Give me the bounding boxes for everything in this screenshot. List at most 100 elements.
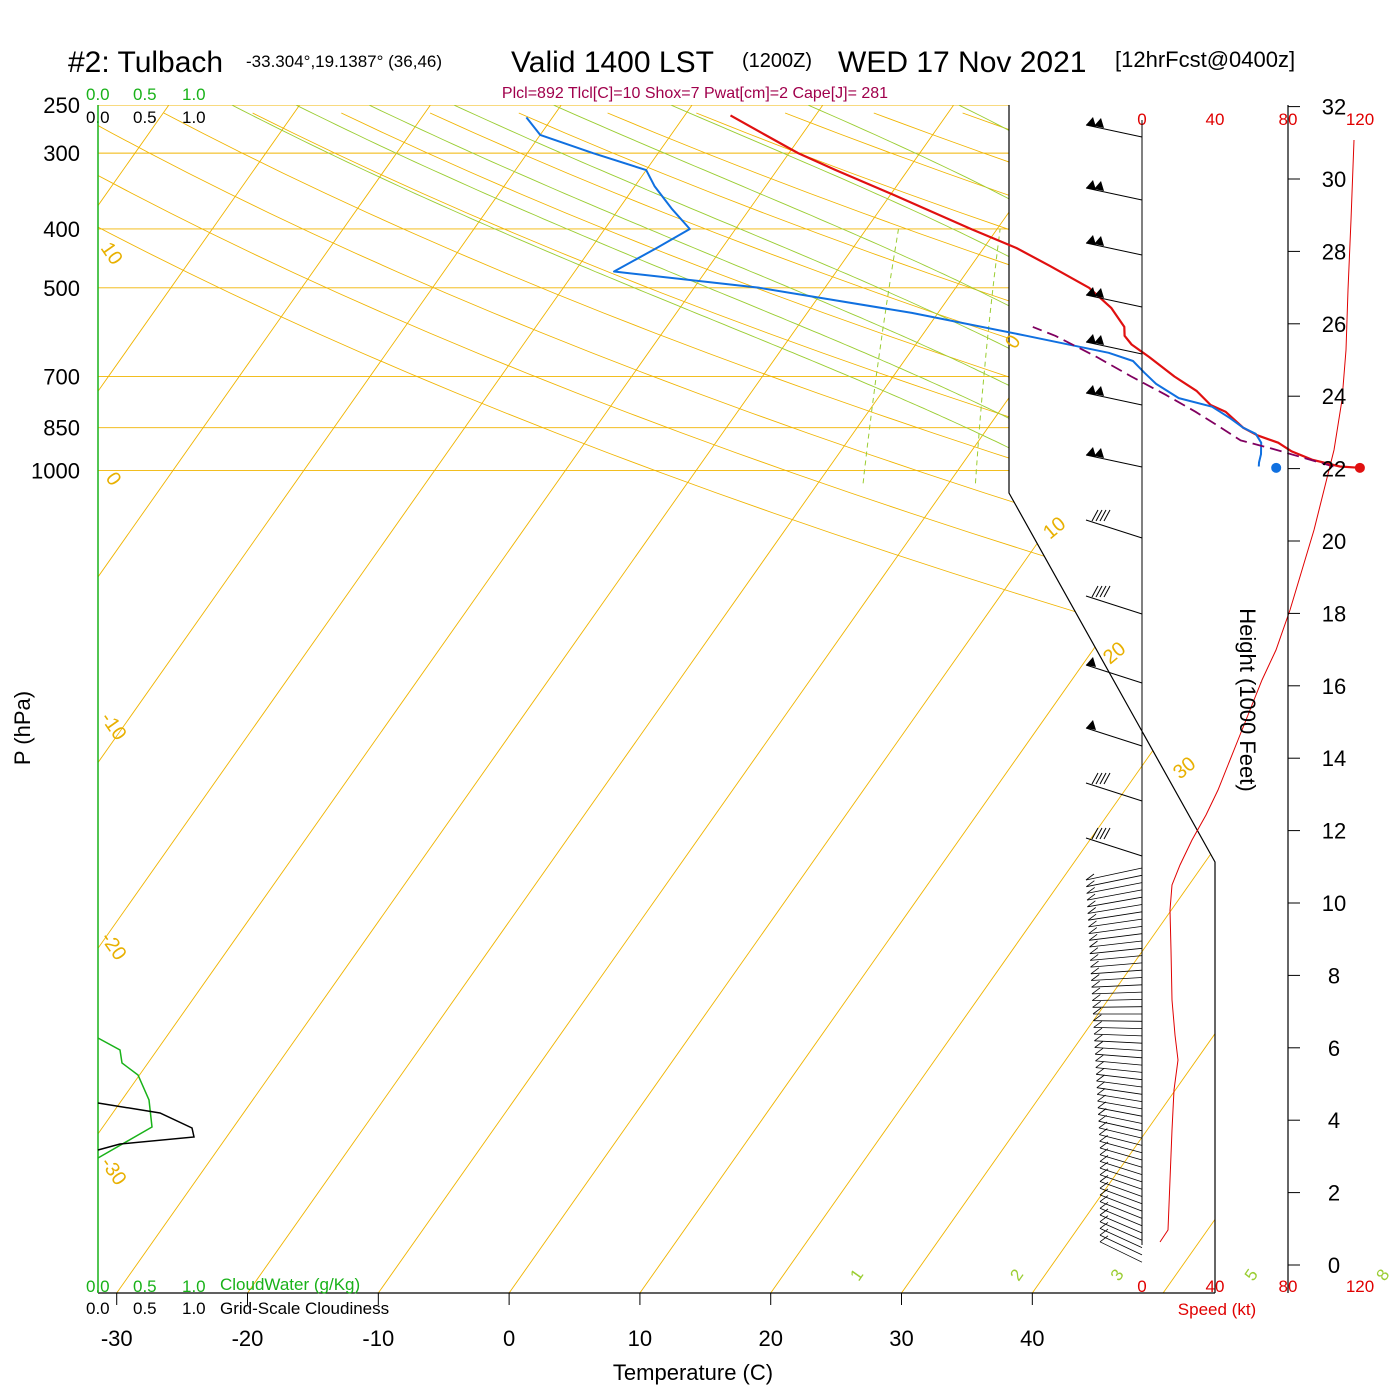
- ws-bot-120: 120: [1346, 1277, 1374, 1296]
- wind-barb-low-1: [1086, 874, 1143, 888]
- isotherm-label-7: 20: [1099, 638, 1130, 669]
- wind-feather-7-3: [1103, 509, 1111, 522]
- wind-barb-low-feather-4: [1087, 900, 1096, 908]
- h-tick-30: 30: [1322, 167, 1346, 192]
- wind-feather-7-2: [1099, 509, 1107, 522]
- station-title: #2: Tulbach: [68, 46, 223, 79]
- wind-barb-low-7: [1088, 918, 1143, 928]
- mixing-ratio-2: [975, 228, 1001, 484]
- t-tick--20: -20: [232, 1326, 264, 1351]
- wind-barb-10: [1085, 727, 1143, 747]
- p-tick-300: 300: [43, 141, 80, 166]
- moist-adiabat-8: [369, 105, 1185, 484]
- wind-barb-low-feather-35: [1098, 1108, 1107, 1115]
- wind-pennant2-5: [1094, 386, 1104, 396]
- h-tick-32: 32: [1322, 95, 1346, 120]
- dry-adiabat-320: [607, 112, 1215, 1293]
- dry-adiabat-310: [518, 112, 1215, 1293]
- wind-barb-low-feather-21: [1093, 1014, 1102, 1022]
- cloudiness-bottom-scale: 0.0 0.5 1.0 Grid-Scale Cloudiness: [86, 1299, 389, 1318]
- isotherm-20: [770, 105, 1215, 1293]
- isotherm--40: [98, 105, 824, 1293]
- h-tick-24: 24: [1322, 384, 1346, 409]
- isotherm-label-0: 10: [96, 238, 127, 269]
- wind-barb-low-feather-1: [1086, 880, 1095, 888]
- wind-barb-low-feather-10: [1089, 940, 1098, 948]
- cloudwater-profile: [97, 1037, 153, 1159]
- cl-top-2: 1.0: [182, 108, 206, 127]
- wind-barb-6: [1085, 454, 1143, 468]
- wind-barb-low-15: [1091, 977, 1143, 981]
- wind-barb-low-48: [1099, 1201, 1143, 1219]
- ws-top-120: 120: [1346, 110, 1374, 129]
- wind-pennant-4: [1086, 334, 1096, 344]
- cw-top-2: 1.0: [182, 85, 206, 104]
- mixing-ratio-label-8: 8: [1372, 1266, 1393, 1285]
- wind-barb-low-13: [1090, 962, 1143, 968]
- wind-pennant-10: [1086, 720, 1096, 730]
- wind-barb-low-33: [1097, 1100, 1143, 1110]
- wind-pennant-0: [1086, 117, 1096, 127]
- wind-feather-12-2: [1099, 827, 1107, 840]
- wind-barb-low-21: [1093, 1020, 1143, 1022]
- wind-barb-low-4: [1087, 896, 1143, 908]
- mixing-ratio-1: [862, 228, 899, 484]
- wind-feather-8-0: [1091, 585, 1099, 598]
- wind-barb-low-feather-43: [1099, 1161, 1109, 1169]
- wind-barb-low-feather-22: [1093, 1021, 1102, 1028]
- wind-barb-low-feather-2: [1086, 887, 1095, 894]
- wind-barb-4: [1085, 341, 1143, 355]
- forecast-hour: [12hrFcst@0400z]: [1115, 47, 1295, 72]
- wind-barb-low-feather-38: [1099, 1128, 1108, 1135]
- wind-barb-low-feather-41: [1099, 1148, 1109, 1156]
- cl-top-1: 0.5: [133, 108, 157, 127]
- wind-barb-low-feather-32: [1096, 1088, 1106, 1095]
- wind-barb-low-feather-3: [1086, 893, 1096, 901]
- wind-feather-8-3: [1103, 585, 1111, 598]
- isotherm--20: [247, 105, 1085, 1293]
- cl-bot-1: 0.5: [133, 1299, 157, 1318]
- isotherm--10: [377, 105, 1215, 1293]
- h-tick-22: 22: [1322, 457, 1346, 482]
- temperature-line: [729, 114, 1360, 469]
- isotherm-label-2: -10: [96, 708, 131, 744]
- isotherm--80: [98, 105, 301, 1293]
- t-tick-20: 20: [758, 1326, 782, 1351]
- cloudiness-profile: [97, 1102, 195, 1151]
- wind-barb-low-feather-18: [1092, 994, 1101, 1001]
- wind-barb-low-feather-47: [1099, 1188, 1109, 1196]
- h-tick-20: 20: [1322, 529, 1346, 554]
- wind-barb-low-45: [1099, 1181, 1143, 1197]
- wind-barb-low-feather-54: [1099, 1235, 1109, 1243]
- wind-barb-low-8: [1088, 926, 1143, 934]
- isotherm-10: [639, 105, 1215, 1293]
- wind-speed-profile: [1159, 139, 1355, 1243]
- plot-frame-right: [1008, 105, 1216, 1293]
- ws-bot-40: 40: [1206, 1277, 1225, 1296]
- wind-barb-7: [1085, 519, 1143, 539]
- isotherm-40: [1031, 105, 1215, 1293]
- h-tick-2: 2: [1328, 1181, 1340, 1206]
- wind-barb-low-31: [1096, 1087, 1143, 1095]
- wind-barb-low-feather-42: [1099, 1155, 1109, 1162]
- h-tick-28: 28: [1322, 239, 1346, 264]
- wind-barb-low-feather-11: [1089, 947, 1099, 955]
- wind-barb-low-feather-34: [1097, 1101, 1107, 1109]
- wind-barb-low-26: [1095, 1053, 1143, 1059]
- h-tick-6: 6: [1328, 1036, 1340, 1061]
- wind-barb-low-feather-52: [1099, 1222, 1109, 1229]
- wind-barbs: [1085, 117, 1143, 1263]
- wind-speed-label: Speed (kt): [1178, 1300, 1256, 1319]
- wind-barb-1: [1085, 187, 1143, 201]
- surface-dewpoint-marker: [1271, 462, 1282, 473]
- cw-bot-2: 1.0: [182, 1277, 206, 1296]
- wind-barb-low-52: [1099, 1228, 1143, 1248]
- wind-barb-low-feather-23: [1093, 1027, 1103, 1035]
- isotherm-label-3: -20: [96, 928, 131, 964]
- h-tick-12: 12: [1322, 819, 1346, 844]
- moist-adiabat-28: [958, 105, 1215, 484]
- wind-barb-2: [1085, 242, 1143, 256]
- wind-barb-low-24: [1094, 1040, 1143, 1044]
- t-tick-30: 30: [889, 1326, 913, 1351]
